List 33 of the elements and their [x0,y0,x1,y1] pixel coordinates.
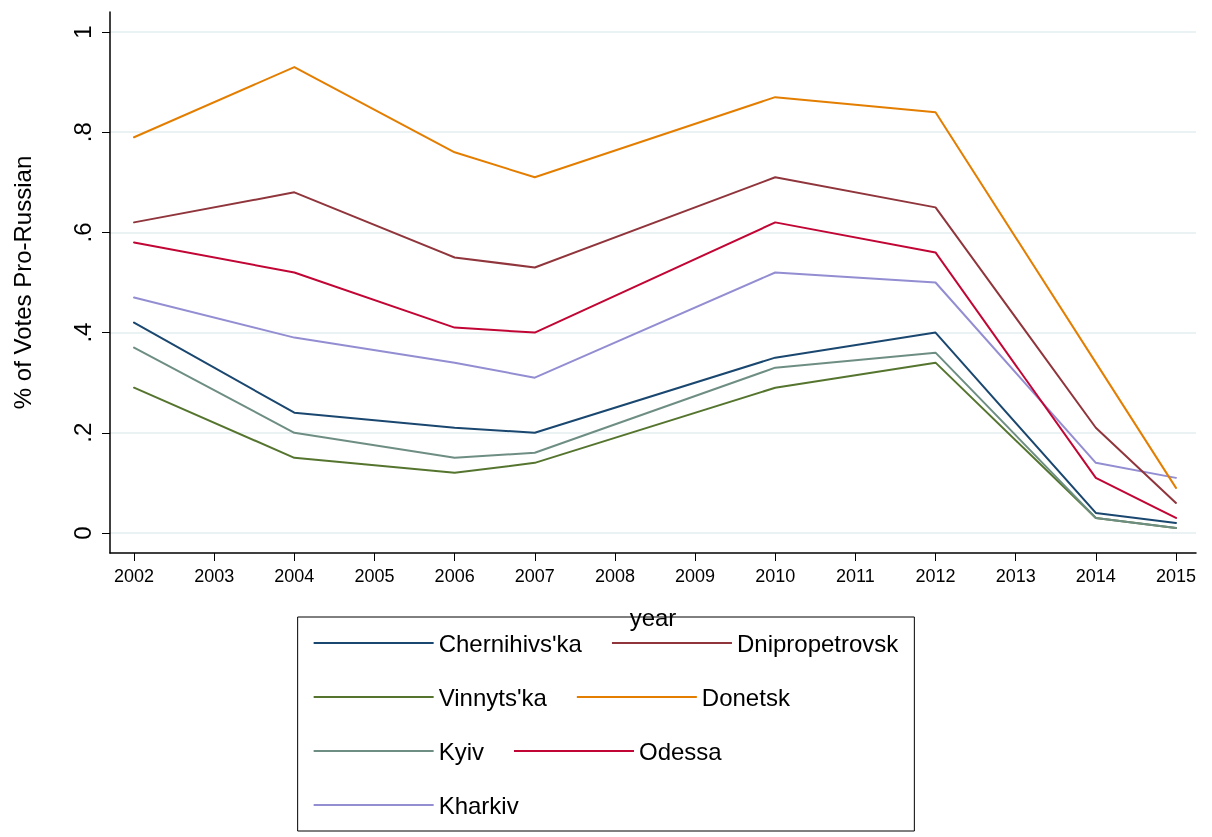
legend-label: Vinnyts'ka [438,683,548,711]
legend-label: Odessa [638,737,723,765]
legend-label: Dnipropetrovsk [736,629,900,657]
x-tick-label: 2011 [836,566,875,586]
line-series [133,176,1177,504]
legend-label: Kyiv [438,737,484,765]
y-tick-label: 1 [68,25,96,39]
x-tick-label: 2008 [594,566,635,586]
x-axis-title: year [629,603,677,631]
x-tick-label: 2014 [1075,566,1116,586]
y-tick-label: 0 [68,526,96,540]
x-tick-label: 2007 [514,566,555,586]
x-tick-label: 2002 [114,566,155,586]
x-tick-label: 2013 [995,566,1036,586]
legend-label: Kharkiv [438,791,519,819]
line-series [133,221,1177,519]
y-tick-label: .2 [68,422,96,443]
x-tick-label: 2006 [434,566,475,586]
line-series [133,271,1177,479]
x-tick-label: 2004 [274,566,315,586]
x-tick-label: 2015 [1155,566,1196,586]
line-series [133,66,1177,489]
legend-label: Chernihivsʹka [438,629,583,657]
y-tick-label: .6 [68,222,96,243]
y-tick-label: .4 [68,322,96,343]
legend-label: Donetsk [701,683,791,711]
x-tick-label: 2005 [354,566,395,586]
x-tick-label: 2010 [755,566,796,586]
y-axis-title: % of Votes Pro-Russian [8,155,36,410]
x-tick-label: 2009 [675,566,716,586]
y-tick-label: .8 [68,122,96,143]
x-tick-label: 2012 [915,566,956,586]
x-tick-label: 2003 [194,566,235,586]
